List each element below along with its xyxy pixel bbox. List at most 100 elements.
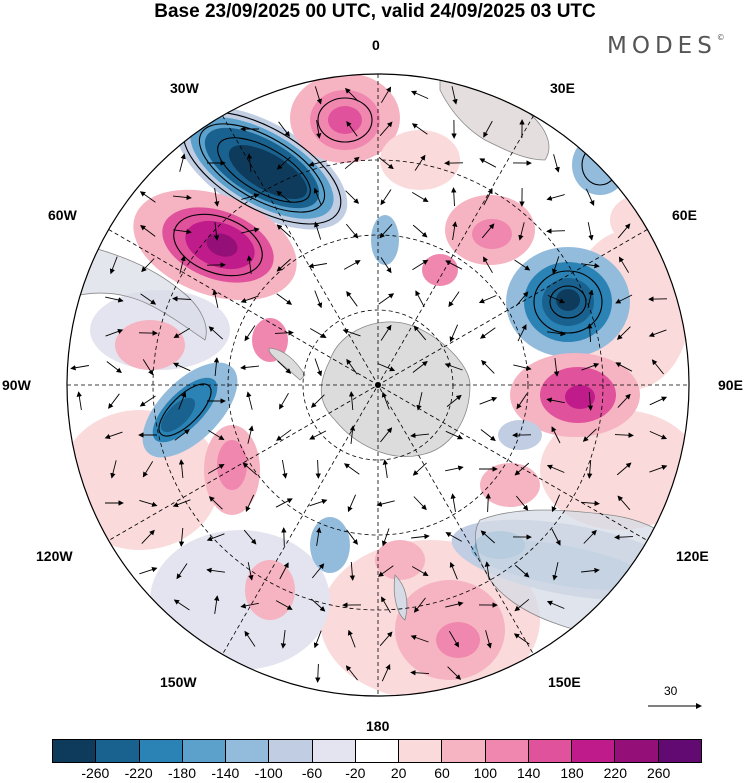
wind-arrow — [179, 153, 186, 172]
wind-arrow — [240, 295, 259, 304]
south-america — [67, 239, 207, 341]
wind-arrow — [380, 427, 393, 443]
wind-arrow — [649, 396, 668, 406]
colorbar-cell — [399, 740, 443, 762]
wind-arrow — [308, 160, 327, 167]
wind-arrow — [345, 190, 360, 204]
wind-arrow — [172, 296, 192, 302]
wind-arrow — [587, 391, 594, 411]
wind-arrow — [451, 86, 458, 105]
wind-arrow — [377, 565, 394, 577]
wind-arrow — [484, 561, 491, 580]
wind-arrow — [141, 529, 155, 544]
map-border — [66, 73, 690, 697]
wind-arrow — [347, 494, 357, 513]
colorbar-ticks: -260 -220 -180 -140 -100 -60 -20 20 60 100 140 180 2… — [0, 765, 750, 783]
wind-arrow — [551, 426, 561, 444]
lon-label-150w: 150W — [160, 674, 197, 690]
wind-arrow — [348, 391, 355, 411]
wind-arrow — [412, 462, 427, 476]
wind-arrow — [344, 156, 360, 170]
wind-arrow — [109, 256, 118, 275]
wind-arrow — [449, 561, 458, 580]
wind-arrow — [480, 530, 496, 544]
wind-arrow — [281, 460, 288, 479]
wind-arrow — [518, 222, 525, 241]
wind-arrow — [242, 462, 258, 476]
wind-arrow — [172, 499, 191, 508]
wind-arrow — [410, 432, 430, 439]
wind-arrow — [214, 188, 220, 207]
wind-arrow — [313, 187, 322, 206]
wind-arrow — [376, 500, 395, 507]
negative-anomaly — [371, 215, 399, 265]
wind-arrow — [514, 598, 530, 612]
wind-arrow — [516, 393, 528, 410]
colorbar-cell — [355, 740, 400, 762]
shade-patch — [540, 410, 689, 530]
colorbar-tick-label: -100 — [254, 765, 283, 781]
wind-arrow — [179, 255, 186, 274]
colorbar-tick-label: 180 — [560, 765, 584, 781]
wind-arrow — [106, 361, 122, 374]
atlantic-high-north-core — [328, 106, 362, 134]
contour — [158, 383, 212, 437]
wind-arrow — [377, 363, 396, 372]
lon-label-60e: 60E — [672, 207, 697, 223]
wind-arrow — [379, 121, 393, 137]
wind-arrow — [275, 498, 293, 508]
wind-arrow — [381, 596, 391, 614]
wind-arrow — [552, 256, 560, 275]
wind-arrow — [349, 425, 356, 444]
pacific-high-core — [217, 440, 247, 490]
colorbar-tick-label: 100 — [473, 765, 498, 781]
wind-arrow — [587, 289, 594, 308]
wind-arrow — [651, 359, 664, 375]
wind-arrow — [380, 189, 392, 206]
contour — [173, 213, 263, 277]
wind-arrow — [314, 358, 323, 377]
wind-arrow — [616, 326, 631, 340]
wind-arrow — [275, 600, 293, 610]
wind-arrow — [444, 362, 463, 371]
wind-arrow — [379, 631, 393, 647]
colorbar-tick-label: 260 — [646, 765, 671, 781]
wind-arrow — [314, 290, 323, 309]
lon-label-60w: 60W — [48, 207, 77, 223]
wind-arrow — [346, 120, 358, 137]
colorbar — [52, 739, 702, 763]
wind-arrow — [411, 533, 430, 540]
wind-arrow — [316, 120, 322, 139]
wind-arrow — [546, 397, 565, 404]
lon-label-120e: 120E — [676, 548, 709, 564]
shade-patch — [150, 530, 330, 670]
wind-arrow — [547, 330, 566, 337]
lon-label-90w: 90W — [2, 377, 31, 393]
contour — [533, 270, 603, 334]
wind-arrow — [381, 528, 390, 547]
wind-arrow — [342, 328, 361, 337]
wind-arrow — [346, 290, 358, 307]
wind-arrow — [243, 529, 257, 545]
wind-arrow — [416, 392, 423, 411]
wind-arrow — [648, 329, 667, 338]
wind-arrow — [479, 327, 496, 339]
wind-arrow — [412, 259, 429, 271]
negative-anomaly — [310, 517, 350, 573]
contour — [317, 97, 373, 143]
colorbar-cell — [615, 740, 659, 762]
wind-arrow — [582, 428, 597, 442]
colorbar-cell — [53, 740, 97, 762]
wind-arrow — [344, 87, 359, 102]
wind-arrow — [343, 260, 361, 270]
wind-arrow — [247, 562, 254, 581]
wind-arrow — [413, 496, 427, 511]
wind-arrow — [445, 601, 464, 608]
wind-arrow — [514, 564, 530, 578]
colorbar-tick-label: 140 — [516, 765, 541, 781]
wind-arrow — [173, 328, 190, 339]
colorbar-tick-label: -20 — [345, 765, 366, 781]
colorbar-tick-label: -260 — [81, 765, 110, 781]
wind-arrow — [207, 464, 225, 474]
wind-arrow — [478, 295, 497, 304]
